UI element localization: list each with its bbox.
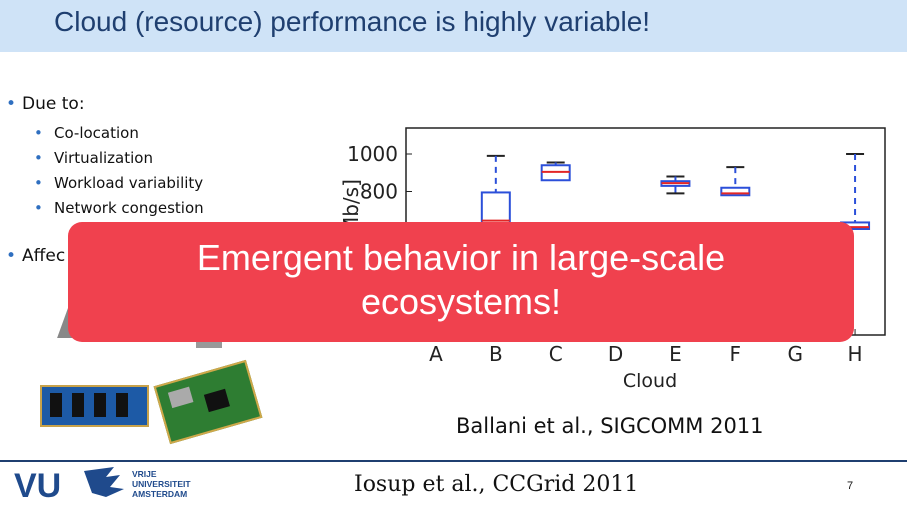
- page-number: 7: [847, 480, 854, 492]
- bullet-affected: • Affec: [6, 246, 65, 266]
- sub-bullet-text: Virtualization: [54, 149, 153, 167]
- vu-logo-mark: VU: [14, 467, 61, 505]
- slide-title: Cloud (resource) performance is highly v…: [54, 6, 651, 37]
- bullet-dot-icon: •: [34, 149, 43, 167]
- logo-line-3: AMSTERDAM: [132, 489, 187, 499]
- bullet-dot-icon: •: [34, 199, 43, 217]
- x-tick-label: A: [429, 342, 443, 366]
- sub-bullet-text: Co-location: [54, 124, 139, 142]
- x-axis-label: Cloud: [623, 370, 677, 390]
- ram-module-image: [40, 385, 149, 427]
- sub-bullet-text: Network congestion: [54, 199, 204, 217]
- logo-line-1: VRIJE: [132, 469, 157, 479]
- sub-bullet: • Workload variability: [34, 174, 204, 192]
- x-tick-label: H: [848, 342, 863, 366]
- sub-bullet-text: Workload variability: [54, 174, 204, 192]
- bullet-dot-icon: •: [6, 246, 17, 266]
- ram-chip: [116, 393, 128, 417]
- ethernet-port: [167, 386, 194, 409]
- x-tick-label: E: [669, 342, 682, 366]
- title-bar: Cloud (resource) performance is highly v…: [0, 0, 907, 52]
- x-tick-label: B: [489, 342, 503, 366]
- callout-line-1: Emergent behavior in large-scale: [196, 237, 726, 278]
- bullet-text: Due to:: [22, 94, 85, 114]
- network-card-image: [153, 359, 263, 445]
- bullet-dot-icon: •: [6, 94, 17, 114]
- emergent-behavior-callout: Emergent behavior in large-scale ecosyst…: [68, 222, 854, 342]
- x-tick-label: C: [549, 342, 563, 366]
- logo-line-2: UNIVERSITEIT: [132, 479, 191, 489]
- y-tick-label: 800: [360, 180, 398, 204]
- sub-bullet: • Co-location: [34, 124, 139, 142]
- bullet-dot-icon: •: [34, 124, 43, 142]
- box-f: [720, 186, 751, 197]
- x-tick-label: F: [730, 342, 742, 366]
- bullet-text: Affec: [22, 246, 66, 266]
- citation-iosup: Iosup et al., CCGrid 2011: [354, 472, 639, 497]
- x-tick-label: D: [608, 342, 623, 366]
- ram-chip: [50, 393, 62, 417]
- bullet-dot-icon: •: [34, 174, 43, 192]
- griffin-icon: [84, 467, 124, 497]
- sub-bullet: • Virtualization: [34, 149, 153, 167]
- citation-ballani: Ballani et al., SIGCOMM 2011: [456, 414, 764, 438]
- sub-bullet: • Network congestion: [34, 199, 204, 217]
- bullet-due-to: • Due to:: [6, 94, 85, 114]
- ram-chip: [94, 393, 106, 417]
- x-tick-label: G: [787, 342, 803, 366]
- plot-area: 800 1000 A B C D E F G H: [347, 127, 886, 366]
- y-tick-label: 1000: [347, 142, 398, 166]
- ram-chip: [72, 393, 84, 417]
- footer: [0, 460, 907, 513]
- callout-line-2: ecosystems!: [360, 281, 562, 322]
- vu-logo: VU VRIJE UNIVERSITEIT AMSTERDAM: [14, 467, 191, 505]
- nic-chip: [203, 388, 230, 413]
